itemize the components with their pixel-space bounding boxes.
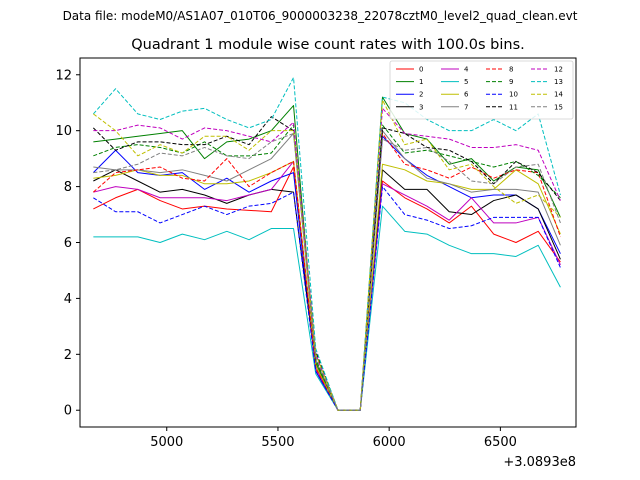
x-tick-label: 5000 [150, 435, 183, 450]
y-tick-label: 10 [55, 124, 72, 139]
legend-label-5: 5 [464, 78, 468, 86]
legend-label-2: 2 [419, 91, 423, 99]
y-tick-label: 2 [64, 348, 72, 363]
series-line-8 [93, 132, 561, 411]
y-tick-label: 4 [64, 292, 72, 307]
x-tick-label: 6500 [484, 435, 517, 450]
legend-label-10: 10 [509, 91, 518, 99]
series-line-5 [93, 205, 561, 411]
legend-label-8: 8 [509, 66, 513, 74]
x-axis: 5000 5500 6000 6500 [150, 427, 517, 450]
y-tick-label: 6 [64, 236, 72, 251]
x-tick-label: 5500 [261, 435, 294, 450]
y-tick-label: 0 [64, 404, 72, 419]
legend-label-9: 9 [509, 78, 513, 86]
series-line-2 [92, 135, 561, 411]
legend-label-12: 12 [554, 66, 563, 74]
series-line-12 [93, 107, 561, 411]
legend-label-6: 6 [464, 91, 469, 99]
legend-label-11: 11 [509, 103, 518, 111]
legend-label-0: 0 [419, 66, 423, 74]
y-axis: 0 2 4 6 8 10 12 [55, 68, 80, 419]
figure-suptitle: Data file: modeM0/AS1A07_010T06_90000032… [63, 9, 578, 23]
legend-box [389, 60, 574, 120]
legend-label-15: 15 [554, 103, 563, 111]
legend-label-1: 1 [419, 78, 423, 86]
series-line-15 [93, 132, 561, 411]
series-line-6 [93, 160, 561, 411]
series-line-13 [92, 77, 561, 411]
legend-label-3: 3 [419, 103, 423, 111]
legend-label-13: 13 [554, 78, 563, 86]
x-tick-label: 6000 [373, 435, 406, 450]
chart-title: Quadrant 1 module wise count rates with … [131, 37, 525, 53]
legend-label-7: 7 [464, 103, 468, 111]
series-line-14 [93, 99, 561, 411]
series-line-9 [93, 124, 561, 411]
series-line-1 [93, 96, 561, 411]
legend-label-14: 14 [554, 91, 563, 99]
x-axis-offset-text: +3.0893e8 [503, 455, 576, 470]
series-line-10 [93, 186, 561, 411]
y-tick-label: 8 [64, 180, 72, 195]
series-layer [92, 77, 561, 411]
legend-label-4: 4 [464, 66, 469, 74]
y-tick-label: 12 [55, 68, 72, 83]
